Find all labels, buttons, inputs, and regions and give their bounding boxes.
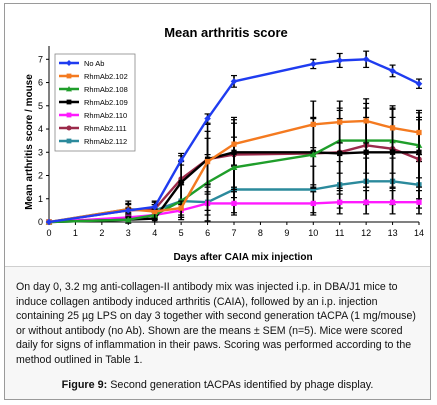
x-tick-label: 11 bbox=[335, 228, 344, 238]
data-point bbox=[179, 205, 184, 210]
data-point bbox=[390, 200, 395, 205]
data-point bbox=[337, 119, 342, 124]
legend-marker bbox=[67, 100, 72, 105]
x-tick-label: 10 bbox=[308, 228, 318, 238]
x-tick-label: 0 bbox=[46, 228, 51, 238]
legend-marker bbox=[66, 125, 71, 130]
figure-label: Figure 9: bbox=[62, 379, 108, 391]
legend-marker bbox=[67, 113, 72, 118]
x-tick-label: 8 bbox=[258, 228, 263, 238]
y-tick-label: 5 bbox=[38, 101, 43, 111]
y-tick-label: 7 bbox=[38, 54, 43, 64]
caption-body: On day 0, 3.2 mg anti-collagen-II antibo… bbox=[16, 280, 420, 368]
x-tick-label: 3 bbox=[126, 228, 131, 238]
data-point bbox=[231, 201, 236, 206]
data-point bbox=[390, 125, 395, 130]
legend-marker bbox=[67, 74, 72, 79]
y-tick-label: 3 bbox=[38, 147, 43, 157]
data-point bbox=[311, 201, 316, 206]
data-point bbox=[416, 130, 421, 135]
data-point bbox=[364, 118, 369, 123]
x-axis-label: Days after CAIA mix injection bbox=[173, 252, 312, 263]
legend-label: RhmAb2.111 bbox=[84, 124, 127, 133]
legend-label: RhmAb2.109 bbox=[84, 98, 128, 107]
data-point bbox=[231, 141, 236, 146]
data-point bbox=[336, 57, 343, 64]
figure-caption: Figure 9: Second generation tACPAs ident… bbox=[5, 379, 430, 391]
x-tick-label: 6 bbox=[205, 228, 210, 238]
x-tick-label: 5 bbox=[179, 228, 184, 238]
data-point bbox=[311, 122, 316, 127]
y-tick-label: 2 bbox=[38, 171, 43, 181]
y-tick-label: 1 bbox=[38, 194, 43, 204]
chart-title: Mean arthritis score bbox=[164, 25, 288, 40]
x-tick-label: 9 bbox=[284, 228, 289, 238]
x-tick-label: 13 bbox=[388, 228, 398, 238]
y-tick-label: 0 bbox=[38, 217, 43, 227]
legend-marker bbox=[67, 139, 72, 144]
legend: No Ab RhmAb2.102 RhmAb2.108 RhmAb2.109 RhmAb… bbox=[55, 54, 135, 151]
legend-label: RhmAb2.112 bbox=[84, 137, 127, 146]
legend-label: RhmAb2.108 bbox=[84, 85, 128, 94]
figure-caption-text: Second generation tACPAs identified by p… bbox=[107, 379, 373, 391]
x-tick-label: 14 bbox=[414, 228, 424, 238]
data-point bbox=[416, 200, 421, 205]
x-tick-label: 1 bbox=[73, 228, 78, 238]
data-point bbox=[310, 61, 317, 68]
x-tick-label: 12 bbox=[361, 228, 371, 238]
y-tick-label: 6 bbox=[38, 78, 43, 88]
x-tick-label: 7 bbox=[231, 228, 236, 238]
x-tick-label: 2 bbox=[99, 228, 104, 238]
data-point bbox=[205, 159, 210, 164]
x-tick-label: 4 bbox=[152, 228, 157, 238]
legend-label: RhmAb2.102 bbox=[84, 72, 128, 81]
data-point bbox=[337, 200, 342, 205]
legend-label: No Ab bbox=[84, 59, 104, 68]
caption: On day 0, 3.2 mg anti-collagen-II antibo… bbox=[16, 280, 420, 368]
y-tick-label: 4 bbox=[38, 124, 43, 134]
data-point bbox=[364, 200, 369, 205]
legend-label: RhmAb2.110 bbox=[84, 111, 127, 120]
y-axis-label: Mean arthritis score / mouse bbox=[24, 74, 35, 210]
